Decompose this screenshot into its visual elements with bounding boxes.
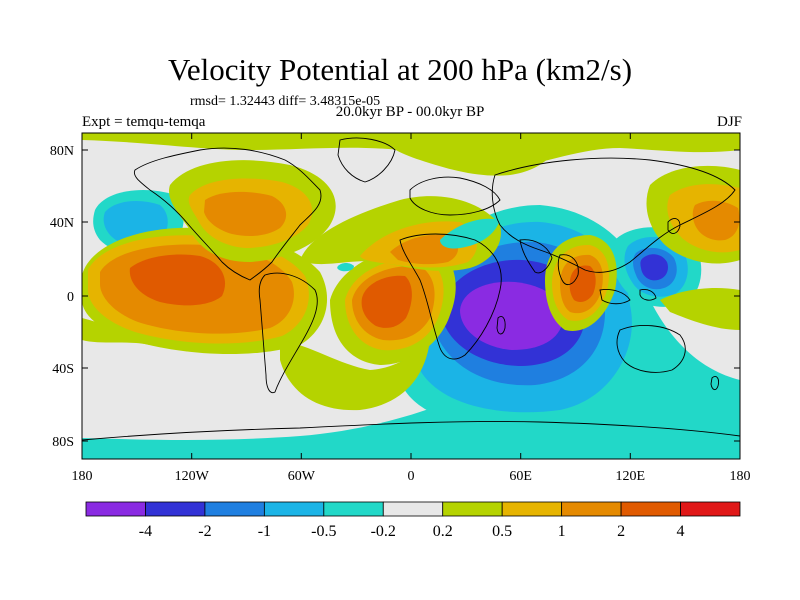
colorbar-swatch — [204, 501, 265, 517]
lon-label: 120W — [175, 469, 210, 484]
arctic-green-lobe — [380, 133, 560, 176]
nepac-orange — [692, 200, 740, 241]
natl-cyan — [440, 218, 500, 249]
colorbar-label: -2 — [198, 523, 211, 540]
sam-green-south — [280, 340, 430, 411]
colorbar-label: 1 — [558, 523, 566, 540]
period-label: 20.0kyr BP - 00.0kyr BP — [335, 104, 485, 120]
lon-label: 180 — [72, 469, 93, 484]
colorbar: -4 -2 -1 -0.5 -0.2 0.2 0.5 1 2 4 — [85, 501, 741, 540]
experiment-label: Expt = temqu-temqa — [82, 114, 206, 130]
atl-cyan-spot — [337, 263, 354, 272]
swpac-green — [660, 288, 740, 330]
colorbar-label: 2 — [617, 523, 625, 540]
indian-ocean-purple — [460, 281, 564, 350]
nam-orange — [204, 191, 287, 236]
lat-label: 0 — [67, 290, 74, 305]
colorbar-swatch — [382, 501, 444, 517]
plot-title: Velocity Potential at 200 hPa (km2/s) — [167, 52, 633, 87]
lat-label: 40S — [52, 362, 74, 377]
latitude-labels: 80N 40N 0 40S 80S — [50, 144, 74, 450]
longitude-labels: 180 120W 60W 0 60E 120E 180 — [72, 469, 751, 484]
lon-label: 60W — [288, 469, 316, 484]
colorbar-label: 4 — [677, 523, 685, 540]
lon-label: 60E — [509, 469, 532, 484]
sam-green — [82, 318, 150, 345]
map-field — [82, 133, 740, 459]
colorbar-swatch — [85, 501, 146, 517]
coastlines — [82, 137, 740, 441]
colorbar-label: -1 — [258, 523, 271, 540]
colorbar-label: 0.2 — [433, 523, 453, 540]
colorbar-label: -0.2 — [371, 523, 396, 540]
lat-label: 80S — [52, 435, 74, 450]
colorbar-swatch — [442, 501, 503, 517]
epac-darkorange — [129, 254, 226, 306]
season-label: DJF — [716, 114, 742, 130]
colorbar-swatch — [501, 501, 563, 517]
lat-label: 40N — [50, 216, 74, 231]
wpac-darkblue — [640, 254, 668, 281]
colorbar-swatch — [323, 501, 384, 517]
colorbar-swatch — [263, 501, 325, 517]
stats-line: rmsd= 1.32443 diff= 3.48315e-05 — [190, 94, 381, 109]
axis-ticks — [81, 133, 741, 459]
colorbar-swatch — [145, 501, 206, 517]
colorbar-label: -0.5 — [311, 523, 336, 540]
colorbar-label: 0.5 — [492, 523, 512, 540]
lat-label: 80N — [50, 144, 74, 159]
colorbar-swatch — [680, 501, 741, 517]
colorbar-label: -4 — [139, 523, 152, 540]
lon-label: 180 — [730, 469, 751, 484]
colorbar-swatch — [561, 501, 622, 517]
lon-label: 120E — [616, 469, 646, 484]
colorbar-swatch — [620, 501, 681, 517]
easia-darkorange — [569, 265, 596, 302]
atl-darkorange — [361, 275, 412, 328]
lon-label: 0 — [408, 469, 415, 484]
